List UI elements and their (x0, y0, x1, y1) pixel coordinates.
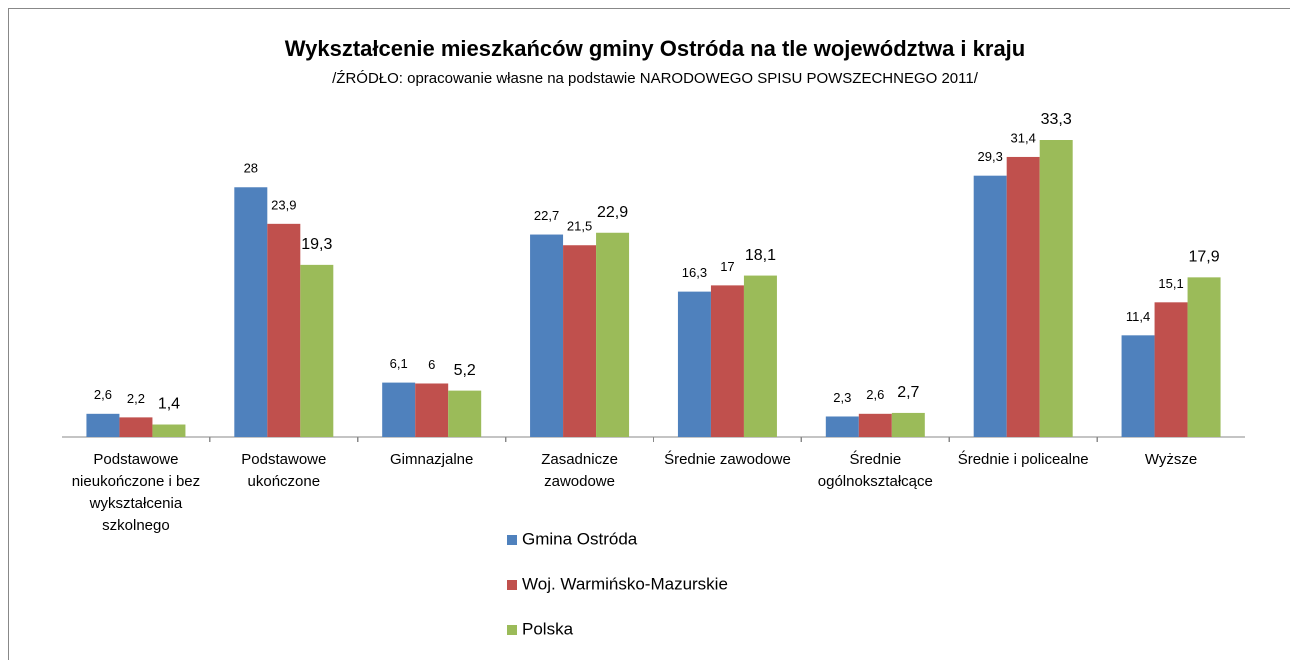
x-tick-label: Średnie i policealne (957, 451, 1089, 468)
bar (1006, 156, 1040, 437)
bar (1121, 335, 1155, 437)
bar (710, 285, 744, 437)
bar (86, 413, 120, 437)
bar (1187, 277, 1221, 437)
bar (530, 234, 564, 437)
legend-label: Woj. Warmińsko-Mazurskie (522, 574, 728, 593)
bar (973, 175, 1007, 438)
legend-swatch (507, 580, 517, 590)
legend-label: Gmina Ostróda (522, 529, 638, 548)
data-label: 17,9 (1188, 249, 1219, 266)
bar (596, 232, 630, 437)
bar (300, 264, 334, 437)
data-label: 11,4 (1126, 309, 1150, 324)
bar (743, 275, 777, 437)
data-label: 2,6 (866, 387, 884, 402)
data-label: 17 (720, 259, 734, 274)
bar (234, 187, 268, 437)
data-label: 2,3 (833, 390, 851, 405)
data-label: 5,2 (454, 362, 476, 379)
data-label: 18,1 (745, 247, 776, 264)
x-tick-label: Wyższe (1144, 451, 1198, 468)
chart-subtitle: /ŹRÓDŁO: opracowanie własne na podstawie… (332, 70, 979, 87)
bar (415, 383, 449, 437)
x-tick-label: Zasadnicze zawodowe (541, 451, 618, 490)
data-label: 22,7 (534, 208, 559, 223)
x-tick-label: Gimnazjalne (390, 451, 474, 468)
data-label: 21,5 (567, 219, 592, 234)
chart-title: Wykształcenie mieszkańców gminy Ostróda … (285, 36, 1025, 61)
bar (152, 424, 186, 437)
data-label: 15,1 (1158, 276, 1183, 291)
bar (448, 390, 482, 437)
x-tick-label: Podstawowe nieukończone i bez wykształce… (71, 451, 201, 534)
bar (267, 223, 301, 437)
data-label: 2,6 (94, 387, 112, 402)
legend-label: Polska (522, 619, 574, 638)
bar (891, 412, 925, 437)
data-label: 19,3 (301, 236, 332, 253)
bar (382, 382, 416, 437)
bar (858, 413, 892, 437)
data-label: 2,7 (897, 384, 919, 401)
data-label: 2,2 (127, 391, 145, 406)
data-label: 6 (428, 357, 435, 372)
bar (1154, 302, 1188, 437)
data-label: 6,1 (390, 356, 408, 371)
x-tick-label: Średnie ogólnokształcące (817, 451, 933, 490)
bar (119, 417, 153, 437)
data-label: 22,9 (597, 204, 628, 221)
bar (1039, 140, 1073, 437)
chart-frame (8, 8, 1290, 660)
x-tick-label: Podstawowe ukończone (241, 451, 327, 490)
data-label: 28 (244, 161, 258, 176)
bar (677, 291, 711, 437)
data-label: 31,4 (1011, 130, 1036, 145)
bar (825, 416, 859, 437)
x-tick-label: Średnie zawodowe (664, 451, 791, 468)
legend-swatch (507, 535, 517, 545)
data-label: 23,9 (271, 197, 296, 212)
bar (563, 245, 597, 437)
data-label: 16,3 (682, 265, 707, 280)
data-label: 33,3 (1041, 111, 1072, 128)
legend-swatch (507, 625, 517, 635)
data-label: 1,4 (158, 396, 180, 413)
data-label: 29,3 (978, 149, 1003, 164)
